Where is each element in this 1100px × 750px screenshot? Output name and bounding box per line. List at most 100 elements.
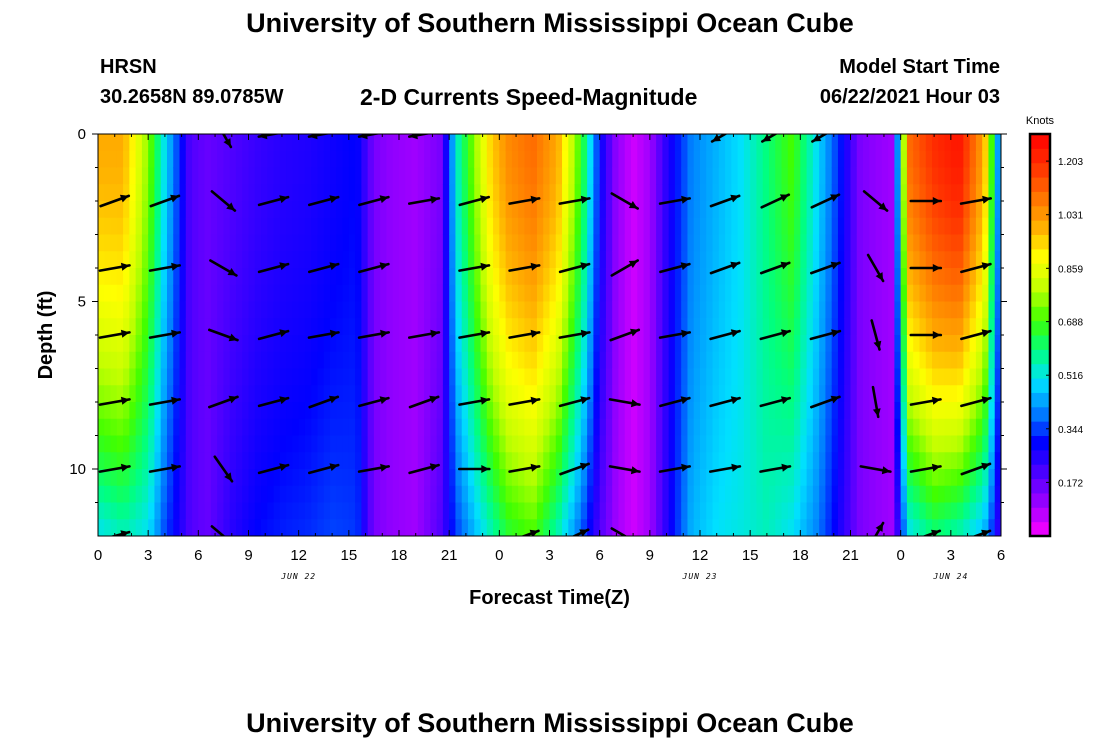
heatmap-cell <box>850 251 858 269</box>
heatmap-cell <box>712 318 720 336</box>
heatmap-cell <box>442 435 450 453</box>
heatmap-cell <box>587 469 594 487</box>
heatmap-cell <box>399 519 406 536</box>
heatmap-cell <box>975 167 983 185</box>
heatmap-cell <box>455 217 463 236</box>
colorbar-segment <box>1030 134 1050 149</box>
heatmap-cell <box>160 201 168 219</box>
heatmap-cell <box>530 418 538 437</box>
heatmap-cell <box>731 351 739 370</box>
colorbar-segment <box>1030 406 1050 422</box>
heatmap-cell <box>800 184 808 202</box>
heatmap-cell <box>593 217 601 236</box>
heatmap-cell <box>587 301 594 319</box>
heatmap-cell <box>957 284 964 303</box>
heatmap-cell <box>944 167 952 185</box>
heatmap-cell <box>888 234 895 252</box>
heatmap-cell <box>104 184 112 202</box>
heatmap-cell <box>430 184 438 202</box>
heatmap-cell <box>286 150 293 169</box>
heatmap-cell <box>787 452 795 470</box>
heatmap-cell <box>173 351 181 370</box>
heatmap-cell <box>881 469 889 487</box>
heatmap-cell <box>631 284 638 303</box>
heatmap-cell <box>311 134 319 152</box>
heatmap-cell <box>223 519 231 536</box>
heatmap-cell <box>386 351 394 370</box>
heatmap-cell <box>844 217 852 236</box>
heatmap-cell <box>812 351 820 370</box>
heatmap-cell <box>442 251 450 269</box>
heatmap-cell <box>988 201 996 219</box>
heatmap-cell <box>562 418 569 437</box>
heatmap-cell <box>505 335 513 353</box>
heatmap-cell <box>499 251 507 269</box>
heatmap-cell <box>549 318 557 336</box>
heatmap-cell <box>919 201 927 219</box>
heatmap-cell <box>900 150 908 169</box>
heatmap-cell <box>844 385 852 403</box>
heatmap-cell <box>587 234 594 252</box>
heatmap-cell <box>116 335 124 353</box>
heatmap-cell <box>110 184 118 202</box>
heatmap-cell <box>361 402 369 420</box>
heatmap-cell <box>154 150 162 169</box>
heatmap-cell <box>580 184 588 202</box>
heatmap-cell <box>982 485 990 504</box>
heatmap-cell <box>480 150 488 169</box>
heatmap-cell <box>311 150 319 169</box>
heatmap-cell <box>756 351 764 370</box>
heatmap-cell <box>217 502 225 520</box>
heatmap-cell <box>141 368 149 386</box>
heatmap-cell <box>424 435 431 453</box>
heatmap-cell <box>574 217 582 236</box>
heatmap-cell <box>787 519 795 536</box>
heatmap-cell <box>505 268 513 286</box>
heatmap-cell <box>612 301 620 319</box>
heatmap-cell <box>123 251 130 269</box>
heatmap-cell <box>649 134 657 152</box>
vector-head <box>981 529 990 536</box>
heatmap-cell <box>649 368 657 386</box>
heatmap-cell <box>988 368 996 386</box>
heatmap-cell <box>568 201 576 219</box>
heatmap-cell <box>536 351 544 370</box>
heatmap-cell <box>662 502 670 520</box>
heatmap-cell <box>355 234 362 252</box>
vector-head <box>228 333 238 342</box>
x-tick-label: 18 <box>391 547 408 564</box>
heatmap-cell <box>988 234 996 252</box>
current-vector <box>358 262 390 274</box>
heatmap-cell <box>336 519 344 536</box>
heatmap-cell <box>612 469 620 487</box>
vector-head <box>170 194 179 203</box>
heatmap-cell <box>474 184 482 202</box>
heatmap-cell <box>637 485 645 504</box>
heatmap-cell <box>869 368 877 386</box>
heatmap-cell <box>380 519 388 536</box>
heatmap-cell <box>787 435 795 453</box>
heatmap-cell <box>712 184 720 202</box>
colorbar-tick-label: 1.031 <box>1058 211 1083 222</box>
heatmap-cell <box>261 167 268 185</box>
heatmap-cell <box>405 402 413 420</box>
heatmap-cell <box>831 485 839 504</box>
heatmap-cell <box>267 134 275 152</box>
heatmap-cell <box>480 368 488 386</box>
heatmap-cell <box>298 335 306 353</box>
heatmap-cell <box>160 351 168 370</box>
heatmap-cell <box>618 502 626 520</box>
heatmap-cell <box>900 184 908 202</box>
heatmap-cell <box>656 201 663 219</box>
heatmap-cell <box>505 201 513 219</box>
heatmap-cell <box>768 184 776 202</box>
heatmap-cell <box>574 452 582 470</box>
heatmap-cell <box>982 201 990 219</box>
heatmap-cell <box>518 502 526 520</box>
heatmap-cell <box>204 251 212 269</box>
heatmap-cell <box>192 351 199 370</box>
heatmap-cell <box>104 452 112 470</box>
heatmap-cell <box>135 150 143 169</box>
x-tick-label: 9 <box>244 547 252 564</box>
heatmap-cell <box>204 402 212 420</box>
